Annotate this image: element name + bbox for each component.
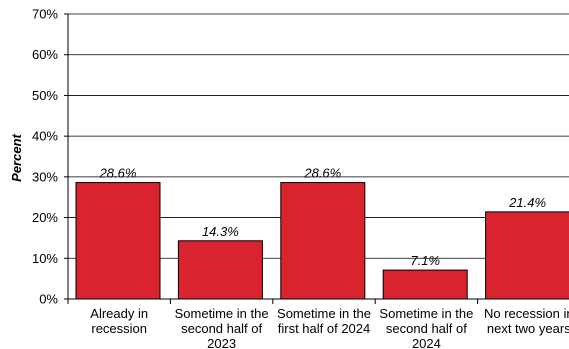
x-category-label: No recession in next two years — [484, 306, 569, 336]
axes — [64, 13, 569, 304]
data-label: 14.3% — [202, 224, 239, 239]
x-category-label: Sometime in the first half of 2024 — [277, 306, 371, 336]
category-labels: Already in recession Sometime in the second… — [90, 306, 569, 349]
y-tick-label: 70% — [32, 7, 58, 22]
y-tick-label: 0% — [39, 292, 58, 307]
bar — [75, 182, 161, 300]
y-tick-label: 50% — [32, 88, 58, 103]
x-category-label: Already in recession — [90, 306, 148, 336]
bar — [485, 211, 569, 300]
data-label: 21.4% — [508, 195, 546, 210]
bar — [177, 240, 263, 300]
y-tick-label: 10% — [32, 251, 58, 266]
y-tick-labels: 0% 10% 20% 30% 40% 50% 60% 70% — [32, 7, 58, 307]
y-tick-label: 30% — [32, 169, 58, 184]
x-category-label: Sometime in the second half of 2024 — [379, 306, 473, 349]
y-tick-label: 60% — [32, 47, 58, 62]
bars — [75, 182, 569, 300]
data-label: 28.6% — [303, 166, 341, 181]
data-label: 28.6% — [99, 166, 137, 181]
bar — [280, 182, 366, 300]
data-labels: 28.6% 14.3% 28.6% 7.1% 21.4% — [99, 166, 546, 269]
y-axis-label: Percent — [9, 133, 24, 181]
x-category-label: Sometime in the second half of 2023 — [175, 306, 269, 349]
y-tick-label: 40% — [32, 129, 58, 144]
bar — [382, 269, 468, 300]
data-label: 7.1% — [410, 253, 440, 268]
y-tick-label: 20% — [32, 210, 58, 225]
